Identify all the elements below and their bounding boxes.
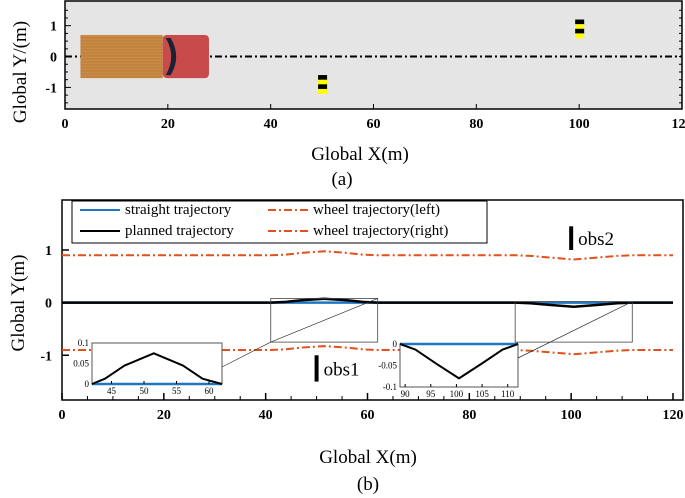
- panel-a-ylabel: Global Y/(m): [10, 21, 31, 123]
- panel-b-xlabel: Global X(m): [319, 447, 417, 468]
- zoom-box-2: [514, 301, 633, 343]
- inset-x-tick-label: 105: [475, 389, 489, 399]
- connector-line: [221, 341, 271, 368]
- y-tick-label: -1: [40, 349, 52, 364]
- inset-planned-line: [91, 352, 223, 385]
- inset-x-tick-label: 55: [172, 386, 182, 396]
- inset-y-tick-label: 0: [393, 339, 398, 349]
- legend-label-3: wheel trajectory(right): [313, 223, 448, 239]
- panel-a-label: (a): [331, 169, 352, 190]
- series-line-1: [62, 297, 673, 309]
- panel-a-xlabel: Global X(m): [311, 144, 409, 165]
- x-tick-label: 120: [663, 408, 684, 423]
- inset-x-tick-label: 90: [401, 389, 411, 399]
- x-tick-label: 0: [59, 408, 66, 423]
- obstacle-2-stripe: [575, 33, 585, 39]
- truck-cargo-icon: [80, 34, 163, 79]
- obstacle-2-stripe: [575, 28, 585, 34]
- obstacle-label-1: obs1: [324, 359, 360, 380]
- x-tick-label: 60: [367, 117, 381, 132]
- y-tick-label: 0: [45, 297, 52, 312]
- legend-box: [71, 200, 488, 244]
- legend-label-2: wheel trajectory(left): [313, 202, 440, 218]
- inset-x-tick-label: 110: [501, 389, 515, 399]
- panel-b-ylabel: Global Y(m): [8, 255, 29, 352]
- x-tick-label: 40: [264, 117, 278, 132]
- zoom-box-1: [270, 298, 379, 343]
- obstacle-1-stripe: [318, 84, 328, 90]
- connector-line: [517, 301, 633, 359]
- panel-b: 0 20 40 60 80 100 120 1 0 -1 obs1 obs2 straight traj…: [40, 199, 684, 423]
- panel-a: 0 20 40 60 80 100 120 1 0 -1: [45, 0, 685, 132]
- inset-y-tick-label: -0.1: [383, 382, 397, 392]
- legend: straight trajectory planned trajectory whe…: [71, 200, 488, 244]
- inset-planned-line: [399, 343, 519, 380]
- x-tick-label: 100: [569, 117, 590, 132]
- inset-y-tick-label: -0.05: [378, 361, 397, 371]
- obstacle-1-stripe: [318, 79, 328, 85]
- inset-x-tick-label: 100: [450, 389, 464, 399]
- obstacle-label-2: obs2: [578, 229, 614, 250]
- y-tick-label: -1: [45, 81, 57, 96]
- series-line-2: [62, 250, 673, 261]
- inset-y-tick-label: 0.05: [73, 359, 89, 369]
- x-tick-label: 40: [259, 408, 273, 423]
- obstacle-2-stripe: [575, 19, 585, 25]
- obstacle-1-stripe: [318, 75, 328, 80]
- inset-y-tick-label: 0: [85, 379, 90, 389]
- obstacle-1-stripe: [318, 88, 328, 94]
- x-tick-label: 60: [361, 408, 375, 423]
- x-tick-label: 20: [157, 408, 171, 423]
- x-tick-label: 80: [462, 408, 476, 423]
- y-tick-label: 1: [50, 20, 57, 35]
- truck-windshield-icon: [165, 37, 177, 76]
- y-tick-label: 0: [50, 51, 57, 66]
- inset-x-tick-label: 45: [107, 386, 117, 396]
- inset-x-tick-label: 50: [140, 386, 150, 396]
- connector-line: [270, 298, 378, 343]
- legend-label-0: straight trajectory: [125, 202, 232, 218]
- inset-x-tick-label: 95: [426, 389, 436, 399]
- obstacle-2-stripe: [575, 24, 585, 30]
- inset-y-tick-label: 0.1: [78, 338, 89, 348]
- x-tick-label: 20: [161, 117, 175, 132]
- legend-label-1: planned trajectory: [125, 223, 234, 239]
- x-tick-label: 0: [62, 117, 69, 132]
- x-tick-label: 80: [469, 117, 483, 132]
- x-tick-label: 120: [672, 117, 685, 132]
- x-tick-label: 100: [561, 408, 582, 423]
- panel-b-label: (b): [357, 474, 379, 495]
- inset-x-tick-label: 60: [205, 386, 215, 396]
- y-tick-label: 1: [45, 244, 52, 259]
